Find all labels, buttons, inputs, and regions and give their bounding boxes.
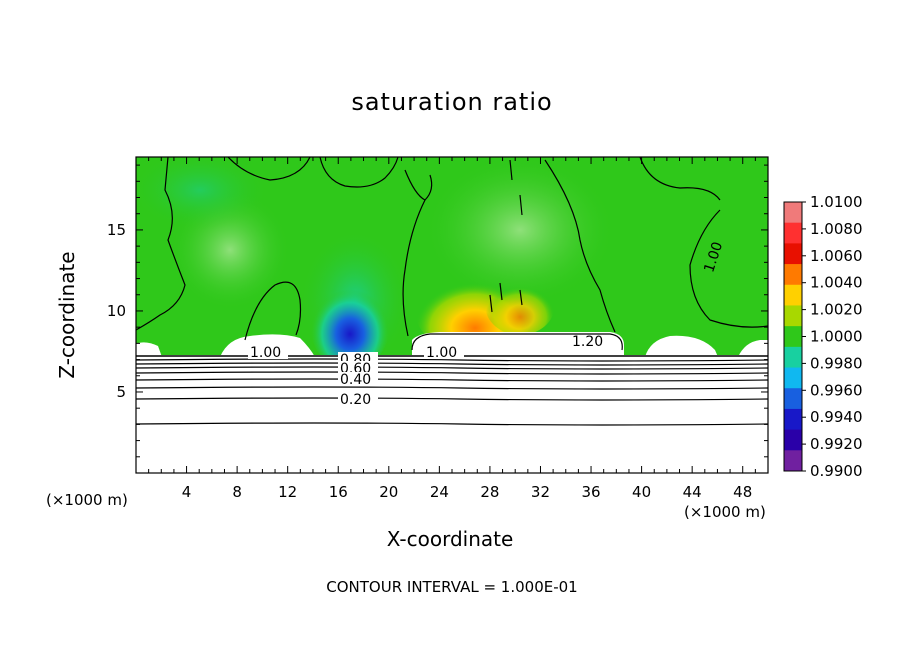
- contour-label: 1.20: [572, 334, 603, 350]
- heatmap-cyan-zone: [136, 157, 270, 230]
- x-tick-label: 44: [683, 483, 702, 501]
- contour-label-bg: [248, 345, 288, 359]
- contour-line: [136, 366, 768, 370]
- contour-line: [136, 378, 768, 382]
- x-axis-ticks: 4 8 12 16 20 24 28 32 36 40 44 48: [148, 157, 756, 501]
- contour-line: [319, 157, 399, 188]
- chart-title: saturation ratio: [351, 88, 553, 116]
- x-tick-label: 16: [329, 483, 348, 501]
- x-tick-label: 28: [480, 483, 499, 501]
- colorbar-swatch: [784, 326, 802, 348]
- contour-line: [136, 157, 186, 331]
- colorbar-swatch: [784, 202, 802, 224]
- y-tick-label: 5: [116, 383, 126, 401]
- x-tick-label: 48: [733, 483, 752, 501]
- contour-label: 0.40: [340, 372, 371, 388]
- contour-line: [136, 397, 768, 401]
- colorbar-label: 1.0060: [810, 247, 863, 265]
- x-tick-label: 8: [232, 483, 242, 501]
- y-axis-unit: (×1000 m): [46, 491, 128, 509]
- colorbar-swatch: [784, 429, 802, 451]
- x-tick-label: 32: [531, 483, 550, 501]
- heatmap-field: [136, 157, 768, 473]
- contour-line: [136, 386, 768, 390]
- colorbar-label: 0.9980: [810, 354, 863, 372]
- white-region: [412, 332, 624, 357]
- colorbar-swatch: [784, 388, 802, 410]
- contour-line: [544, 159, 616, 333]
- contour-label-bg: [338, 372, 378, 385]
- colorbar-label: 1.0040: [810, 274, 863, 292]
- x-tick-label: 4: [182, 483, 192, 501]
- colorbar-swatch: [784, 305, 802, 327]
- colorbar: 1.0100 1.0080 1.0060 1.0040 1.0020 1.0000 0.99…: [783, 193, 863, 480]
- colorbar-label: 0.9960: [810, 381, 863, 399]
- contour-line: [136, 422, 768, 426]
- x-tick-label: 20: [379, 483, 398, 501]
- colorbar-label: 1.0020: [810, 301, 863, 319]
- colorbar-swatch: [784, 408, 802, 431]
- y-axis-ticks: 5 10 15: [107, 164, 768, 458]
- contour-lines: [136, 157, 768, 426]
- contour-line: [136, 362, 768, 366]
- colorbar-swatch: [784, 264, 802, 286]
- x-axis-unit: (×1000 m): [684, 503, 766, 521]
- contour-label: 0.20: [340, 392, 371, 408]
- colorbar-swatch: [784, 222, 802, 244]
- contour-label-bg: [338, 361, 378, 374]
- heatmap-low-zone: [310, 280, 390, 370]
- colorbar-label: 0.9940: [810, 408, 863, 426]
- contour-label: 1.00: [250, 345, 281, 361]
- contour-line: [402, 199, 426, 337]
- y-tick-label: 10: [107, 302, 126, 320]
- white-region: [738, 340, 768, 357]
- y-tick-label: 15: [107, 221, 126, 239]
- contour-line: [136, 358, 768, 362]
- white-region: [136, 342, 162, 357]
- contour-line: [411, 333, 623, 351]
- white-region: [645, 335, 718, 357]
- contour-line: [639, 157, 721, 201]
- contour-line: [244, 281, 302, 341]
- contour-line: [689, 209, 768, 328]
- colorbar-label: 0.9900: [810, 462, 863, 480]
- x-tick-label: 24: [430, 483, 449, 501]
- contour-line: [227, 157, 311, 181]
- contour-label-bg: [424, 345, 464, 359]
- colorbar-swatch: [784, 346, 802, 369]
- x-tick-label: 40: [632, 483, 651, 501]
- contour-label: 1.00: [426, 345, 457, 361]
- colorbar-swatch: [784, 284, 802, 306]
- contour-labels: 1.00 1.00 1.20 1.00 0.80 0.60 0.40 0.20: [248, 240, 726, 408]
- contour-label-bg: [338, 392, 378, 405]
- colorbar-label: 1.0000: [810, 328, 863, 346]
- x-tick-label: 36: [581, 483, 600, 501]
- heatmap-high-zone: [485, 275, 555, 335]
- x-axis-label: X-coordinate: [386, 527, 514, 551]
- x-tick-label: 12: [278, 483, 297, 501]
- colorbar-label: 0.9920: [810, 435, 863, 453]
- colorbar-label: 1.0100: [810, 193, 863, 211]
- colorbar-label: 1.0080: [810, 220, 863, 238]
- contour-line: [489, 159, 523, 313]
- contour-line: [136, 371, 768, 375]
- colorbar-swatch: [784, 367, 802, 389]
- white-region: [136, 355, 768, 473]
- contour-interval-note: CONTOUR INTERVAL = 1.000E-01: [326, 578, 578, 596]
- colorbar-swatch: [784, 450, 802, 472]
- colorbar-swatch: [784, 243, 802, 265]
